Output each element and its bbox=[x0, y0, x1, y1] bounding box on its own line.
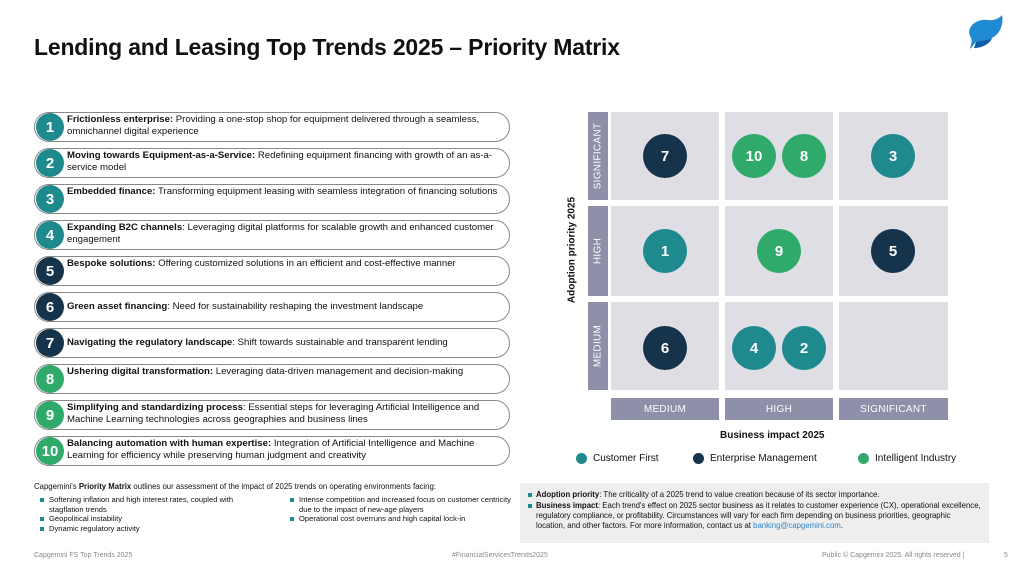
trend-number-badge: 1 bbox=[36, 113, 64, 141]
trend-bubble: 7 bbox=[643, 134, 687, 178]
trend-item: 5 Bespoke solutions: Offering customized … bbox=[34, 256, 510, 286]
conditions-list-left: Softening inflation and high interest ra… bbox=[40, 495, 240, 533]
legend-intelligent-industry: Intelligent Industry bbox=[858, 453, 956, 464]
footer-left: Capgemini FS Top Trends 2025 bbox=[34, 552, 133, 559]
legend-customer-first: Customer First bbox=[576, 453, 659, 464]
x-level-significant: SIGNIFICANT bbox=[839, 398, 948, 420]
legend-dot bbox=[576, 453, 587, 464]
trend-number-badge: 3 bbox=[36, 185, 64, 213]
x-level-medium: MEDIUM bbox=[611, 398, 719, 420]
list-item: Dynamic regulatory activity bbox=[40, 524, 240, 534]
list-item: Geopolitical instability bbox=[40, 514, 240, 524]
capgemini-logo-icon bbox=[969, 15, 1003, 49]
footer-hashtag: #FinancialServicesTrends2025 bbox=[452, 552, 548, 559]
legend-label: Customer First bbox=[593, 453, 659, 464]
trend-item: 3 Embedded finance: Transforming equipmen… bbox=[34, 184, 510, 214]
trend-bubble: 4 bbox=[732, 326, 776, 370]
trend-bubble: 2 bbox=[782, 326, 826, 370]
trend-text: Frictionless enterprise: Providing a one… bbox=[67, 114, 480, 137]
trend-number-badge: 8 bbox=[36, 365, 64, 393]
trend-bubble: 8 bbox=[782, 134, 826, 178]
trend-number-badge: 10 bbox=[36, 437, 64, 465]
trend-text: Simplifying and standardizing process: E… bbox=[67, 402, 480, 425]
trend-text: Navigating the regulatory landscape: Shi… bbox=[67, 337, 448, 348]
trend-text: Bespoke solutions: Offering customized s… bbox=[67, 258, 456, 269]
trend-bubble: 10 bbox=[732, 134, 776, 178]
y-level-significant: SIGNIFICANT bbox=[588, 112, 608, 200]
trend-bubble: 3 bbox=[871, 134, 915, 178]
trend-item: 7 Navigating the regulatory landscape: Sh… bbox=[34, 328, 510, 358]
contact-email-link[interactable]: banking@capgemini.com bbox=[753, 521, 841, 530]
priority-matrix-intro: Capgemini's Priority Matrix outlines our… bbox=[34, 482, 436, 491]
legend-dot bbox=[693, 453, 704, 464]
adoption-priority-definition: Adoption priority: The criticality of a … bbox=[528, 490, 981, 500]
trend-number-badge: 6 bbox=[36, 293, 64, 321]
trend-text: Expanding B2C channels: Leveraging digit… bbox=[67, 222, 494, 245]
trend-item: 8 Ushering digital transformation: Levera… bbox=[34, 364, 510, 394]
trend-bubble: 9 bbox=[757, 229, 801, 273]
x-level-high: HIGH bbox=[725, 398, 833, 420]
business-impact-definition: Business impact: Each trend's effect on … bbox=[528, 501, 981, 531]
definitions-box: Adoption priority: The criticality of a … bbox=[520, 483, 989, 543]
matrix-cell bbox=[839, 302, 948, 390]
trend-item: 2 Moving towards Equipment-as-a-Service: … bbox=[34, 148, 510, 178]
page-title: Lending and Leasing Top Trends 2025 – Pr… bbox=[34, 34, 620, 60]
trend-bubble: 6 bbox=[643, 326, 687, 370]
trend-item: 6 Green asset financing: Need for sustain… bbox=[34, 292, 510, 322]
trend-number-badge: 2 bbox=[36, 149, 64, 177]
trend-bubble: 1 bbox=[643, 229, 687, 273]
x-axis-title: Business impact 2025 bbox=[720, 430, 825, 441]
legend-label: Intelligent Industry bbox=[875, 453, 957, 464]
conditions-list-right: Intense competition and increased focus … bbox=[290, 495, 512, 524]
trend-bubble: 5 bbox=[871, 229, 915, 273]
trend-number-badge: 5 bbox=[36, 257, 64, 285]
trend-text: Moving towards Equipment-as-a-Service: R… bbox=[67, 150, 492, 173]
y-level-high: HIGH bbox=[588, 206, 608, 296]
y-axis-title: Adoption priority 2025 bbox=[566, 196, 578, 304]
trend-number-badge: 4 bbox=[36, 221, 64, 249]
list-item: Operational cost overruns and high capit… bbox=[290, 514, 512, 524]
y-level-medium: MEDIUM bbox=[588, 302, 608, 390]
trend-text: Green asset financing: Need for sustaina… bbox=[67, 301, 424, 312]
list-item: Softening inflation and high interest ra… bbox=[40, 495, 240, 514]
legend-enterprise-management: Enterprise Management bbox=[693, 453, 817, 464]
legend-dot bbox=[858, 453, 869, 464]
trend-text: Embedded finance: Transforming equipment… bbox=[67, 186, 498, 197]
trend-number-badge: 7 bbox=[36, 329, 64, 357]
trend-item: 4 Expanding B2C channels: Leveraging digi… bbox=[34, 220, 510, 250]
legend-label: Enterprise Management bbox=[710, 453, 817, 464]
trend-number-badge: 9 bbox=[36, 401, 64, 429]
footer-copyright: Public © Capgemini 2025. All rights rese… bbox=[822, 552, 965, 559]
trend-item: 1 Frictionless enterprise: Providing a on… bbox=[34, 112, 510, 142]
list-item: Intense competition and increased focus … bbox=[290, 495, 512, 514]
trend-text: Balancing automation with human expertis… bbox=[67, 438, 475, 461]
trend-item: 10 Balancing automation with human expert… bbox=[34, 436, 510, 466]
page-number: 5 bbox=[1004, 552, 1008, 559]
trend-text: Ushering digital transformation: Leverag… bbox=[67, 366, 464, 377]
trend-item: 9 Simplifying and standardizing process: … bbox=[34, 400, 510, 430]
